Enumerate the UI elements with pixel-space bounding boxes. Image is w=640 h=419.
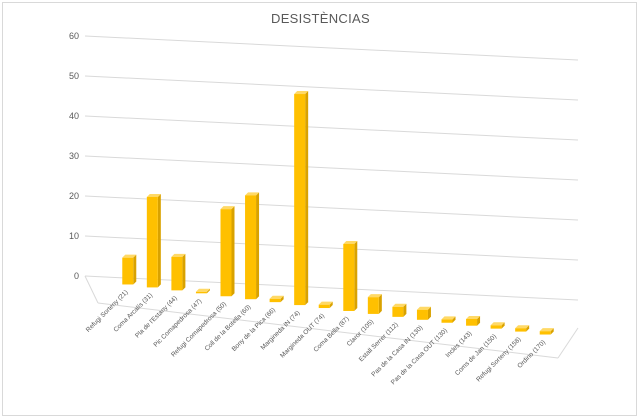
bar bbox=[392, 306, 404, 317]
gridline bbox=[84, 75, 579, 101]
bar-top bbox=[220, 206, 235, 210]
chart-title: DESISTÈNCIAS bbox=[271, 11, 370, 26]
bar-top bbox=[195, 288, 210, 292]
y-tick-label: 10 bbox=[69, 231, 79, 241]
bar bbox=[367, 297, 379, 314]
floor-edge-left bbox=[84, 275, 99, 304]
bar bbox=[245, 195, 257, 300]
bar-top bbox=[318, 301, 333, 305]
bar-top bbox=[392, 303, 407, 307]
bar-side bbox=[157, 193, 161, 288]
bar-side bbox=[427, 306, 431, 320]
bar-side bbox=[403, 303, 407, 317]
bar-side bbox=[305, 91, 309, 306]
x-tick-label: Ordino (170) bbox=[516, 339, 547, 370]
gridline bbox=[84, 115, 579, 141]
bar-side bbox=[378, 294, 382, 314]
bar bbox=[269, 298, 281, 303]
bar-side bbox=[206, 288, 210, 294]
bar-top bbox=[146, 193, 161, 197]
x-tick-label: Coll de la Botella (60) bbox=[204, 304, 253, 353]
y-tick-label: 30 bbox=[69, 151, 79, 161]
y-tick-label: 0 bbox=[74, 271, 79, 281]
bar-side bbox=[329, 301, 333, 309]
bar-top bbox=[171, 253, 186, 257]
bar-top bbox=[367, 294, 382, 298]
bar-top bbox=[441, 316, 456, 320]
gridline bbox=[84, 275, 579, 301]
bar-side bbox=[280, 295, 284, 303]
bar-top bbox=[343, 240, 358, 244]
bar-side bbox=[452, 316, 456, 323]
floor-edge-front bbox=[97, 302, 559, 359]
bar-side bbox=[550, 328, 554, 335]
x-tick-label: Pic Comapedrosa (47) bbox=[152, 298, 203, 349]
bar bbox=[515, 328, 527, 332]
bar-top bbox=[490, 322, 505, 326]
x-tick-label: Refugi Comapedrosa (50) bbox=[170, 301, 228, 359]
bar bbox=[416, 309, 428, 320]
bar-top bbox=[245, 192, 260, 196]
bar-side bbox=[133, 254, 137, 285]
bar-top bbox=[416, 306, 431, 310]
bar bbox=[195, 291, 207, 294]
bar-side bbox=[477, 315, 481, 326]
bar bbox=[171, 256, 183, 291]
bar-top bbox=[269, 295, 284, 299]
y-tick-label: 60 bbox=[69, 31, 79, 41]
bar-top bbox=[122, 254, 137, 258]
bar bbox=[466, 318, 478, 326]
bar-side bbox=[354, 240, 358, 311]
bar bbox=[220, 209, 232, 297]
bar bbox=[539, 331, 551, 335]
floor-edge-right bbox=[557, 327, 579, 359]
bar-top bbox=[539, 328, 554, 332]
bar bbox=[490, 325, 502, 329]
bar-side bbox=[231, 206, 235, 297]
x-tick-label: Pas de la Casa OUT (130) bbox=[390, 327, 449, 386]
bar-top bbox=[294, 91, 309, 95]
bar-side bbox=[182, 253, 186, 291]
y-tick-label: 50 bbox=[69, 71, 79, 81]
bar-top bbox=[515, 325, 530, 329]
y-tick-label: 20 bbox=[69, 191, 79, 201]
bar bbox=[122, 257, 134, 285]
y-tick-label: 40 bbox=[69, 111, 79, 121]
bar-side bbox=[501, 322, 505, 329]
bar-side bbox=[526, 325, 530, 332]
bar bbox=[343, 243, 355, 311]
bar bbox=[441, 319, 453, 323]
bar bbox=[318, 304, 330, 309]
bar-side bbox=[256, 192, 260, 300]
gridline bbox=[84, 35, 579, 61]
gridline bbox=[84, 195, 579, 221]
bar bbox=[146, 196, 158, 288]
bar-top bbox=[466, 315, 481, 319]
bar bbox=[294, 94, 306, 306]
x-tick-label: Pas de la Casa IN (130) bbox=[370, 324, 424, 378]
gridline bbox=[84, 155, 579, 181]
gridline bbox=[84, 235, 579, 261]
